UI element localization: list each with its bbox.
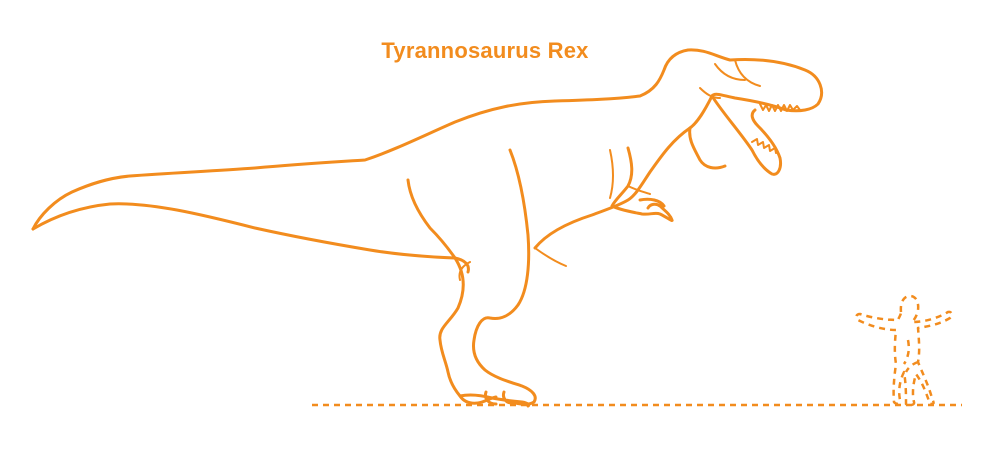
trex-lower-jaw [710, 94, 782, 176]
trex-arm-inner [609, 149, 651, 199]
trex-lower-teeth [751, 138, 777, 154]
trex-front-thigh [472, 148, 537, 406]
human-inner-lines [902, 339, 919, 373]
trex-chest [533, 126, 692, 250]
trex-foot [458, 390, 531, 408]
trex-rear-thigh [438, 256, 498, 405]
trex-upper-teeth [759, 103, 801, 112]
trex-upper-jaw [710, 92, 788, 112]
human-outline [855, 294, 953, 407]
trex-body-detail [458, 247, 567, 281]
trex-shin [406, 178, 457, 260]
diagram-title: Tyrannosaurus Rex [381, 38, 589, 63]
human-silhouette [855, 294, 953, 407]
trex-throat [688, 94, 727, 170]
trex-arm [610, 146, 674, 222]
trex-skull-detail [699, 59, 761, 99]
trex-tail-underside [31, 202, 470, 274]
trex-silhouette [31, 48, 823, 408]
trex-back-outline [31, 48, 823, 231]
